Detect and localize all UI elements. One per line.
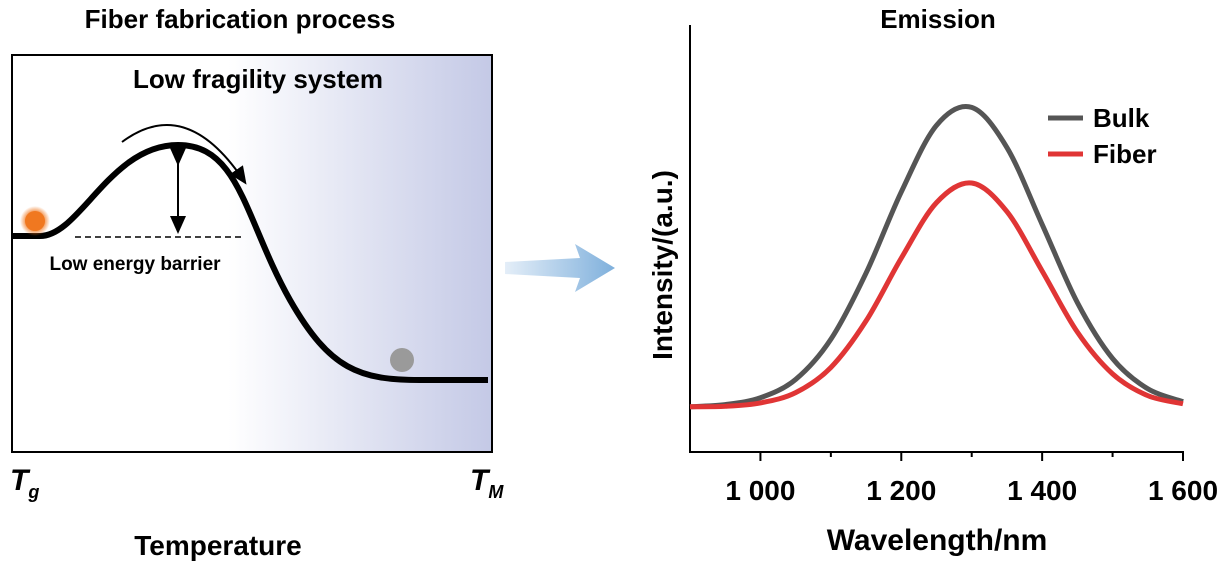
temperature-label: Temperature xyxy=(134,530,302,561)
x-tick-label: 1 600 xyxy=(1148,475,1218,506)
end-main: T xyxy=(470,464,491,497)
x-tick-label: 1 200 xyxy=(866,475,936,506)
y-axis-label: Intensity/(a.u.) xyxy=(647,170,678,360)
motion-arrow xyxy=(121,124,247,185)
legend-label: Fiber xyxy=(1093,139,1157,169)
diagram-title: Fiber fabrication process xyxy=(85,4,396,34)
start-main: T xyxy=(10,464,31,497)
end-sub: M xyxy=(488,482,504,502)
diagram-panel xyxy=(11,54,493,453)
system-label: Low fragility system xyxy=(133,64,383,94)
start-sub: g xyxy=(27,482,39,502)
chart-title: Emission xyxy=(880,4,996,34)
start-label: Tg xyxy=(10,464,39,502)
legend-label: Bulk xyxy=(1093,103,1150,133)
series-line xyxy=(689,180,1184,410)
end-label: TM xyxy=(470,464,504,502)
energy-curve xyxy=(12,141,488,383)
series-line xyxy=(689,104,1184,410)
end-ball xyxy=(390,348,414,372)
x-tick-label: 1 000 xyxy=(725,475,795,506)
transition-arrow xyxy=(505,244,615,292)
barrier-label: Low energy barrier xyxy=(49,254,221,275)
x-tick-label: 1 400 xyxy=(1007,475,1077,506)
x-axis-label: Wavelength/nm xyxy=(827,524,1048,557)
start-ball xyxy=(25,211,45,231)
